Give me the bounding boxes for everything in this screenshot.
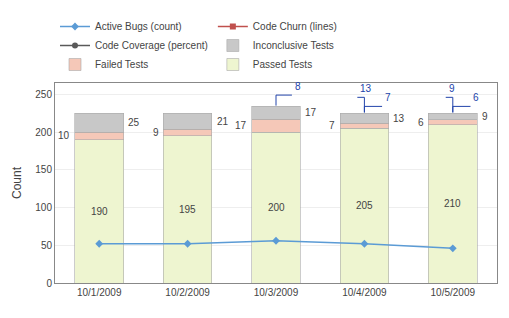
svg-text:Code Churn (lines): Code Churn (lines) xyxy=(253,21,337,32)
svg-text:Count: Count xyxy=(10,166,24,199)
svg-text:50: 50 xyxy=(41,240,53,251)
svg-text:10/4/2009: 10/4/2009 xyxy=(342,287,387,298)
svg-text:13: 13 xyxy=(360,83,372,94)
svg-text:10/1/2009: 10/1/2009 xyxy=(77,287,122,298)
svg-text:190: 190 xyxy=(91,206,108,217)
svg-text:0: 0 xyxy=(46,278,52,289)
svg-text:17: 17 xyxy=(305,107,317,118)
svg-text:Inconclusive Tests: Inconclusive Tests xyxy=(253,40,334,51)
svg-text:6: 6 xyxy=(473,92,479,103)
svg-text:13: 13 xyxy=(393,113,405,124)
svg-text:Passed Tests: Passed Tests xyxy=(253,59,312,70)
svg-text:6: 6 xyxy=(418,117,424,128)
svg-text:Failed Tests: Failed Tests xyxy=(95,59,148,70)
svg-text:10/3/2009: 10/3/2009 xyxy=(254,287,299,298)
svg-text:9: 9 xyxy=(482,111,488,122)
svg-text:200: 200 xyxy=(268,202,285,213)
svg-text:Active Bugs (count): Active Bugs (count) xyxy=(95,21,182,32)
svg-text:21: 21 xyxy=(217,116,229,127)
svg-text:195: 195 xyxy=(179,204,196,215)
svg-text:8: 8 xyxy=(295,81,301,92)
svg-text:200: 200 xyxy=(35,127,52,138)
svg-text:17: 17 xyxy=(235,120,247,131)
svg-text:250: 250 xyxy=(35,89,52,100)
svg-text:10: 10 xyxy=(58,130,70,141)
svg-text:Code Coverage (percent): Code Coverage (percent) xyxy=(95,40,208,51)
svg-text:210: 210 xyxy=(444,198,461,209)
svg-text:7: 7 xyxy=(385,92,391,103)
svg-text:100: 100 xyxy=(35,202,52,213)
svg-text:9: 9 xyxy=(449,83,455,94)
svg-text:205: 205 xyxy=(356,200,373,211)
svg-text:7: 7 xyxy=(329,120,335,131)
svg-text:10/2/2009: 10/2/2009 xyxy=(165,287,210,298)
svg-text:150: 150 xyxy=(35,164,52,175)
svg-text:9: 9 xyxy=(153,127,159,138)
svg-text:10/5/2009: 10/5/2009 xyxy=(431,287,476,298)
svg-text:25: 25 xyxy=(128,117,140,128)
